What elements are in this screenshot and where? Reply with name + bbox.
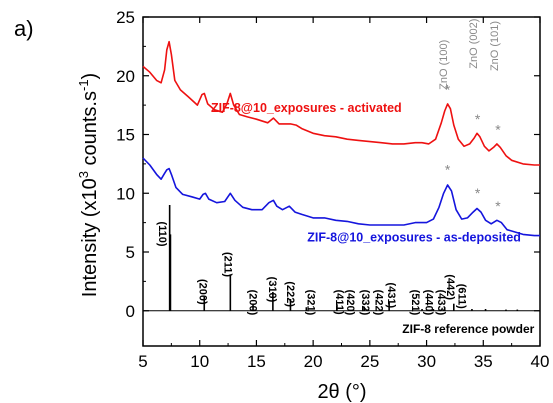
reflection-label: (440) (422, 290, 434, 316)
x-tick-label: 5 (138, 352, 147, 371)
x-tick-label: 20 (304, 352, 323, 371)
y-tick-label: 20 (116, 67, 135, 86)
y-axis-label: Intensity (x103 counts.s-1) (76, 73, 101, 297)
reflection-label: (420) (344, 290, 356, 316)
svg-text:Intensity (x103 counts.s-1): Intensity (x103 counts.s-1) (76, 73, 101, 297)
annotation-as-deposited: ZIF-8@10_exposures - as-deposited (307, 230, 521, 244)
reflection-label: (433) (435, 290, 447, 316)
zno-asterisk: * (475, 185, 481, 201)
x-tick-label: 15 (247, 352, 266, 371)
zno-asterisk: * (445, 82, 451, 98)
y-tick-label: 0 (126, 302, 135, 321)
x-tick-label: 25 (360, 352, 379, 371)
reflection-label: (442) (444, 274, 456, 300)
reflection-label: (110) (156, 221, 168, 246)
zno-asterisk: * (495, 122, 501, 138)
series-activated-line (142, 40, 540, 166)
zno-label: ZnO (002) (468, 19, 480, 69)
x-tick-label: 35 (474, 352, 493, 371)
reflection-label: (321) (304, 290, 316, 316)
reflection-label: (611) (455, 284, 467, 309)
zno-label: ZnO (101) (489, 21, 501, 71)
x-tick-label: 30 (417, 352, 436, 371)
panel-label: a) (14, 16, 34, 41)
reflection-label: (411) (333, 290, 345, 315)
y-tick-label: 5 (126, 243, 135, 262)
reflection-label: (422) (373, 290, 385, 316)
annotation-reference: ZIF-8 reference powder (402, 322, 534, 336)
reflection-label: (332) (359, 290, 371, 316)
zno-label: ZnO (100) (438, 40, 450, 90)
zno-asterisk: * (445, 161, 451, 177)
reflection-label: (200) (247, 290, 259, 316)
y-tick-label: 15 (116, 126, 135, 145)
x-axis-label: 2θ (°) (317, 381, 366, 403)
reflection-label: (310) (266, 277, 278, 303)
annotation-activated: ZIF-8@10_exposures - activated (211, 101, 402, 115)
x-tick-label: 40 (531, 352, 550, 371)
reflection-label: (222) (284, 281, 296, 307)
plot-area: 5 10 15 20 25 30 35 40 0 5 10 15 20 25 (110) (200) (211)… (116, 8, 549, 371)
y-tick-label: 10 (116, 184, 135, 203)
reflection-label: (521) (409, 290, 421, 316)
reflection-label: (200) (197, 279, 209, 305)
reflection-label: (211) (222, 252, 234, 277)
zno-asterisk: * (495, 198, 501, 214)
series-as-deposited-line (142, 157, 540, 237)
y-tick-label: 25 (116, 8, 135, 27)
zno-asterisk: * (475, 111, 481, 127)
x-tick-label: 10 (190, 352, 209, 371)
reflection-label: (431) (385, 283, 397, 309)
